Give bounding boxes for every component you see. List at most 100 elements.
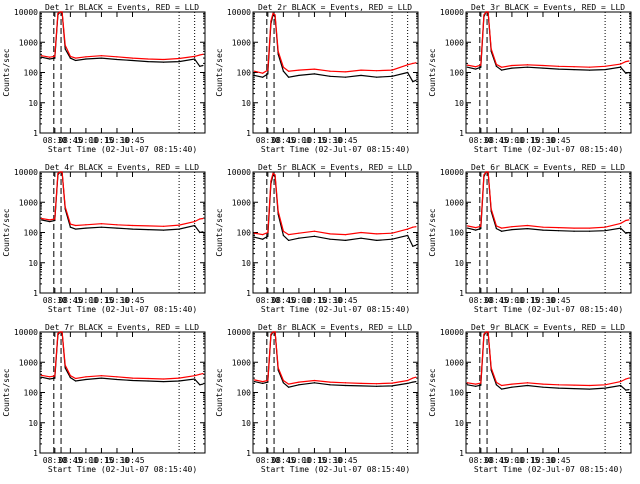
events-data-point (604, 387, 606, 389)
y-tick-label: 100 (237, 229, 252, 238)
y-tick-label: 10 (241, 259, 251, 268)
x-tick-label: 10:45 (546, 136, 570, 145)
lld-data-point (287, 383, 290, 385)
lld-data-point (604, 384, 606, 386)
lld-data-point (480, 225, 482, 227)
lld-data-point (287, 70, 290, 72)
events-data-point (412, 381, 414, 383)
x-tick-label: 10:15 (515, 296, 539, 305)
x-tick-label: 08:45 (484, 296, 508, 305)
x-tick-label: 10:00 (287, 456, 311, 465)
events-data-point (54, 377, 56, 379)
lld-data-point (100, 223, 103, 225)
events-data-point (178, 228, 180, 230)
events-data-point (495, 384, 497, 386)
events-data-point (253, 74, 255, 77)
lld-data-point (85, 376, 87, 378)
events-data-point (287, 386, 290, 388)
lld-data-point (267, 379, 269, 382)
lld-data-point (360, 382, 362, 384)
lld-data-point (500, 66, 503, 68)
events-data-point (40, 56, 42, 58)
y-tick-label: 10 (241, 419, 251, 428)
events-data-point (573, 230, 575, 232)
panel-title: Det 5r BLACK = Events, RED = LLD (258, 163, 412, 172)
events-data-point (131, 228, 134, 230)
plot-frame (39, 171, 206, 294)
lld-data-point (59, 331, 61, 333)
lld-data-point (272, 172, 274, 174)
events-data-point (375, 239, 378, 241)
events-data-point (131, 379, 134, 382)
y-tick-label: 100 (237, 389, 252, 398)
events-data-point (49, 378, 51, 380)
lld-data-point (495, 225, 497, 227)
lld-data-point (483, 333, 485, 335)
x-tick-label: 10:00 (74, 136, 98, 145)
events-data-point (604, 68, 606, 71)
lld-data-point (480, 382, 482, 384)
x-axis-label: Start Time (02-Jul-07 08:15:40) (261, 305, 410, 314)
lld-data-point (162, 58, 165, 61)
events-data-point (511, 386, 513, 388)
panel-title: Det 3r BLACK = Events, RED = LLD (471, 3, 625, 12)
events-data-point (360, 237, 362, 239)
lld-data-point (267, 231, 269, 234)
lld-data-point (61, 11, 63, 13)
y-tick-label: 10 (454, 419, 464, 428)
events-data-point (131, 59, 134, 62)
events-data-point (194, 378, 196, 380)
x-tick-label: 10:45 (120, 456, 144, 465)
events-data-point (466, 384, 468, 386)
events-data-point (542, 229, 544, 231)
x-axis-label: Start Time (02-Jul-07 08:15:40) (474, 145, 623, 154)
y-tick-label: 10 (454, 259, 464, 268)
events-data-point (407, 382, 409, 384)
events-data-point (85, 227, 87, 229)
lld-data-point (329, 381, 331, 383)
events-data-point (557, 230, 560, 232)
events-data-point (267, 381, 269, 383)
lld-series-line (254, 12, 417, 74)
events-data-point (202, 231, 204, 233)
lld-data-point (412, 226, 414, 228)
y-tick-label: 1 (33, 449, 38, 458)
events-data-point (407, 234, 409, 237)
lld-data-point (604, 226, 606, 228)
lld-data-point (407, 64, 409, 66)
lld-data-point (253, 70, 255, 72)
lld-data-point (267, 69, 269, 71)
lld-data-point (466, 225, 468, 227)
events-data-point (100, 377, 103, 379)
x-axis-label: Start Time (02-Jul-07 08:15:40) (474, 465, 623, 474)
lld-data-point (628, 60, 630, 62)
lld-data-point (199, 218, 201, 220)
lld-data-point (485, 171, 487, 173)
events-data-point (588, 230, 591, 232)
y-tick-label: 100 (24, 229, 39, 238)
events-data-point (267, 235, 269, 237)
lld-data-point (495, 381, 497, 384)
x-axis-label: Start Time (02-Jul-07 08:15:40) (261, 465, 410, 474)
plot-frame (252, 11, 419, 134)
lld-data-point (202, 53, 204, 55)
y-tick-label: 10000 (227, 8, 251, 17)
y-tick-label: 1000 (19, 358, 38, 367)
x-tick-label: 08:30 (256, 136, 280, 145)
events-data-point (64, 48, 66, 50)
events-data-point (313, 382, 316, 384)
events-data-point (199, 231, 201, 234)
x-tick-label: 08:45 (271, 296, 295, 305)
events-data-point (298, 384, 300, 386)
events-data-point (466, 227, 468, 229)
y-tick-label: 1 (33, 129, 38, 138)
events-data-point (391, 385, 393, 387)
events-data-point (625, 389, 627, 391)
panel-title: Det 8r BLACK = Events, RED = LLD (258, 323, 412, 332)
x-tick-label: 08:30 (256, 296, 280, 305)
x-tick-label: 10:30 (318, 456, 342, 465)
x-axis-label: Start Time (02-Jul-07 08:15:40) (48, 145, 197, 154)
x-tick-label: 08:30 (43, 296, 67, 305)
detector-panel: Det 2r BLACK = Events, RED = LLD 1 10 100 10… (215, 3, 419, 154)
events-data-point (511, 67, 513, 69)
